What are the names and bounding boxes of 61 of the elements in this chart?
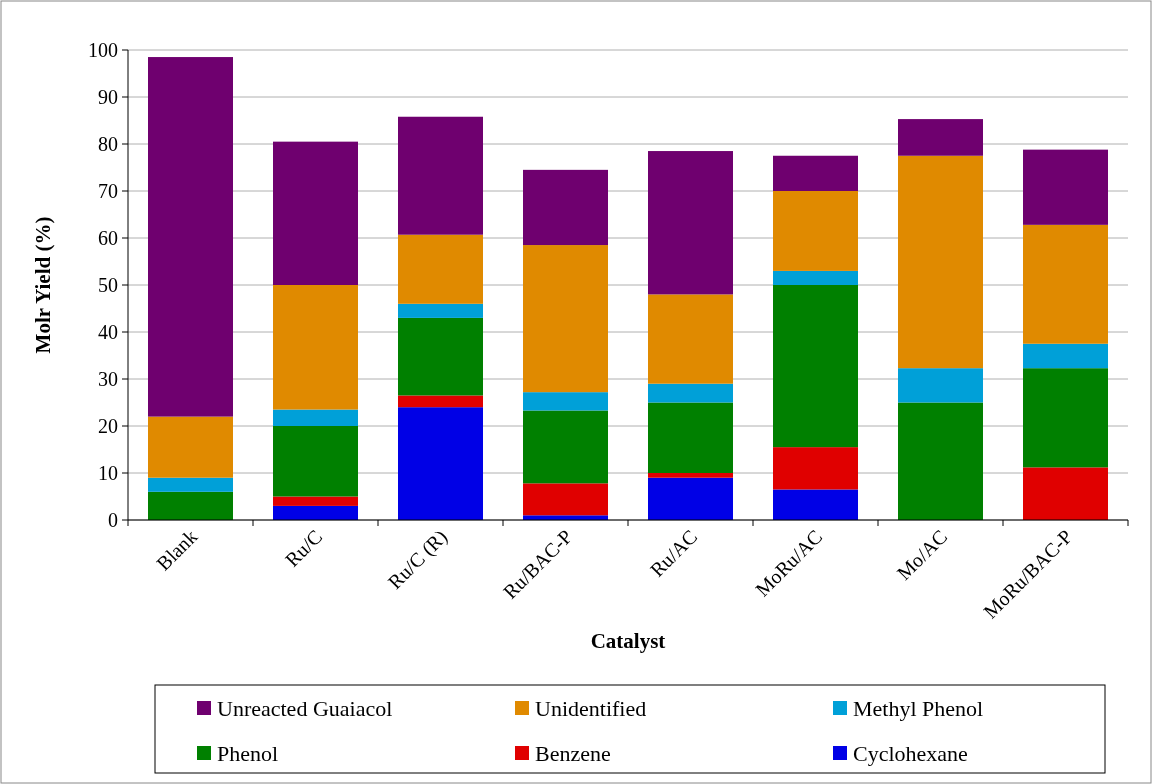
- y-axis-title: Molr Yield (%): [31, 216, 55, 354]
- bar: [523, 245, 608, 393]
- y-tick-label: 30: [98, 368, 118, 390]
- bar: [773, 191, 858, 271]
- bar: [523, 410, 608, 484]
- bar: [398, 317, 483, 396]
- bar: [898, 155, 983, 369]
- y-tick-label: 100: [88, 39, 118, 61]
- bar: [1023, 467, 1108, 520]
- bar: [773, 155, 858, 191]
- bar: [648, 402, 733, 473]
- bar: [148, 57, 233, 417]
- bar: [1023, 343, 1108, 369]
- bar: [648, 294, 733, 384]
- bar: [148, 491, 233, 520]
- bar: [273, 409, 358, 426]
- bar: [648, 477, 733, 520]
- bar: [898, 119, 983, 156]
- bar: [773, 285, 858, 448]
- bar: [398, 407, 483, 520]
- bar: [398, 116, 483, 235]
- bar: [773, 447, 858, 490]
- y-tick-label: 90: [98, 86, 118, 108]
- legend-label: Phenol: [217, 740, 279, 766]
- bar: [523, 392, 608, 411]
- bar: [1023, 224, 1108, 344]
- legend-label: Methyl Phenol: [853, 695, 984, 721]
- y-tick-label: 20: [98, 415, 118, 437]
- y-tick-label: 50: [98, 274, 118, 296]
- bar: [148, 477, 233, 492]
- bar: [398, 395, 483, 408]
- bar: [523, 483, 608, 516]
- y-tick-label: 0: [108, 509, 118, 531]
- y-tick-label: 10: [98, 462, 118, 484]
- y-tick-label: 80: [98, 133, 118, 155]
- bar: [898, 368, 983, 403]
- bar: [398, 234, 483, 304]
- bar: [773, 489, 858, 520]
- legend-label: Cyclohexane: [853, 740, 968, 766]
- y-tick-label: 70: [98, 180, 118, 202]
- bar: [1023, 368, 1108, 468]
- bar: [273, 426, 358, 497]
- bar: [898, 402, 983, 520]
- bar: [273, 285, 358, 410]
- bar: [148, 416, 233, 478]
- bar: [648, 473, 733, 478]
- legend-label: Unreacted Guaiacol: [217, 695, 393, 721]
- bar: [1023, 149, 1108, 225]
- bar: [648, 383, 733, 403]
- legend-label: Unidentified: [535, 695, 647, 721]
- bar: [398, 303, 483, 318]
- bar: [273, 505, 358, 520]
- y-tick-label: 40: [98, 321, 118, 343]
- bar: [523, 169, 608, 246]
- bar: [273, 141, 358, 285]
- bar: [773, 270, 858, 285]
- y-tick-label: 60: [98, 227, 118, 249]
- bar: [648, 151, 733, 295]
- legend-label: Benzene: [535, 740, 611, 766]
- bar: [273, 496, 358, 506]
- x-axis-title: Catalyst: [590, 629, 666, 653]
